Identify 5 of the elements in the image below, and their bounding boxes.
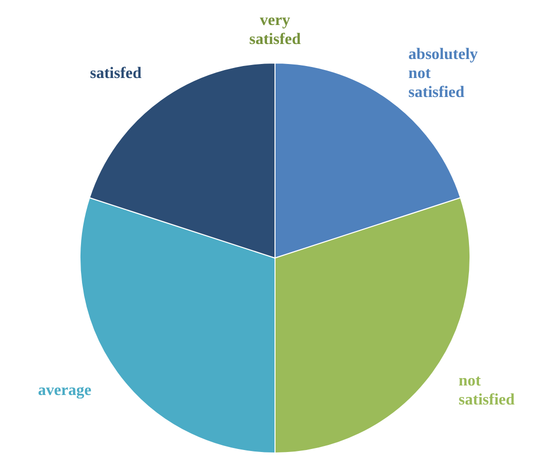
slice-label: satisfed <box>90 65 142 82</box>
slice-label: not satisfied <box>458 372 515 409</box>
category-label: very satisfed <box>249 12 301 48</box>
slice-label: average <box>38 382 92 400</box>
slice-label: absolutely not satisfied <box>408 46 478 102</box>
